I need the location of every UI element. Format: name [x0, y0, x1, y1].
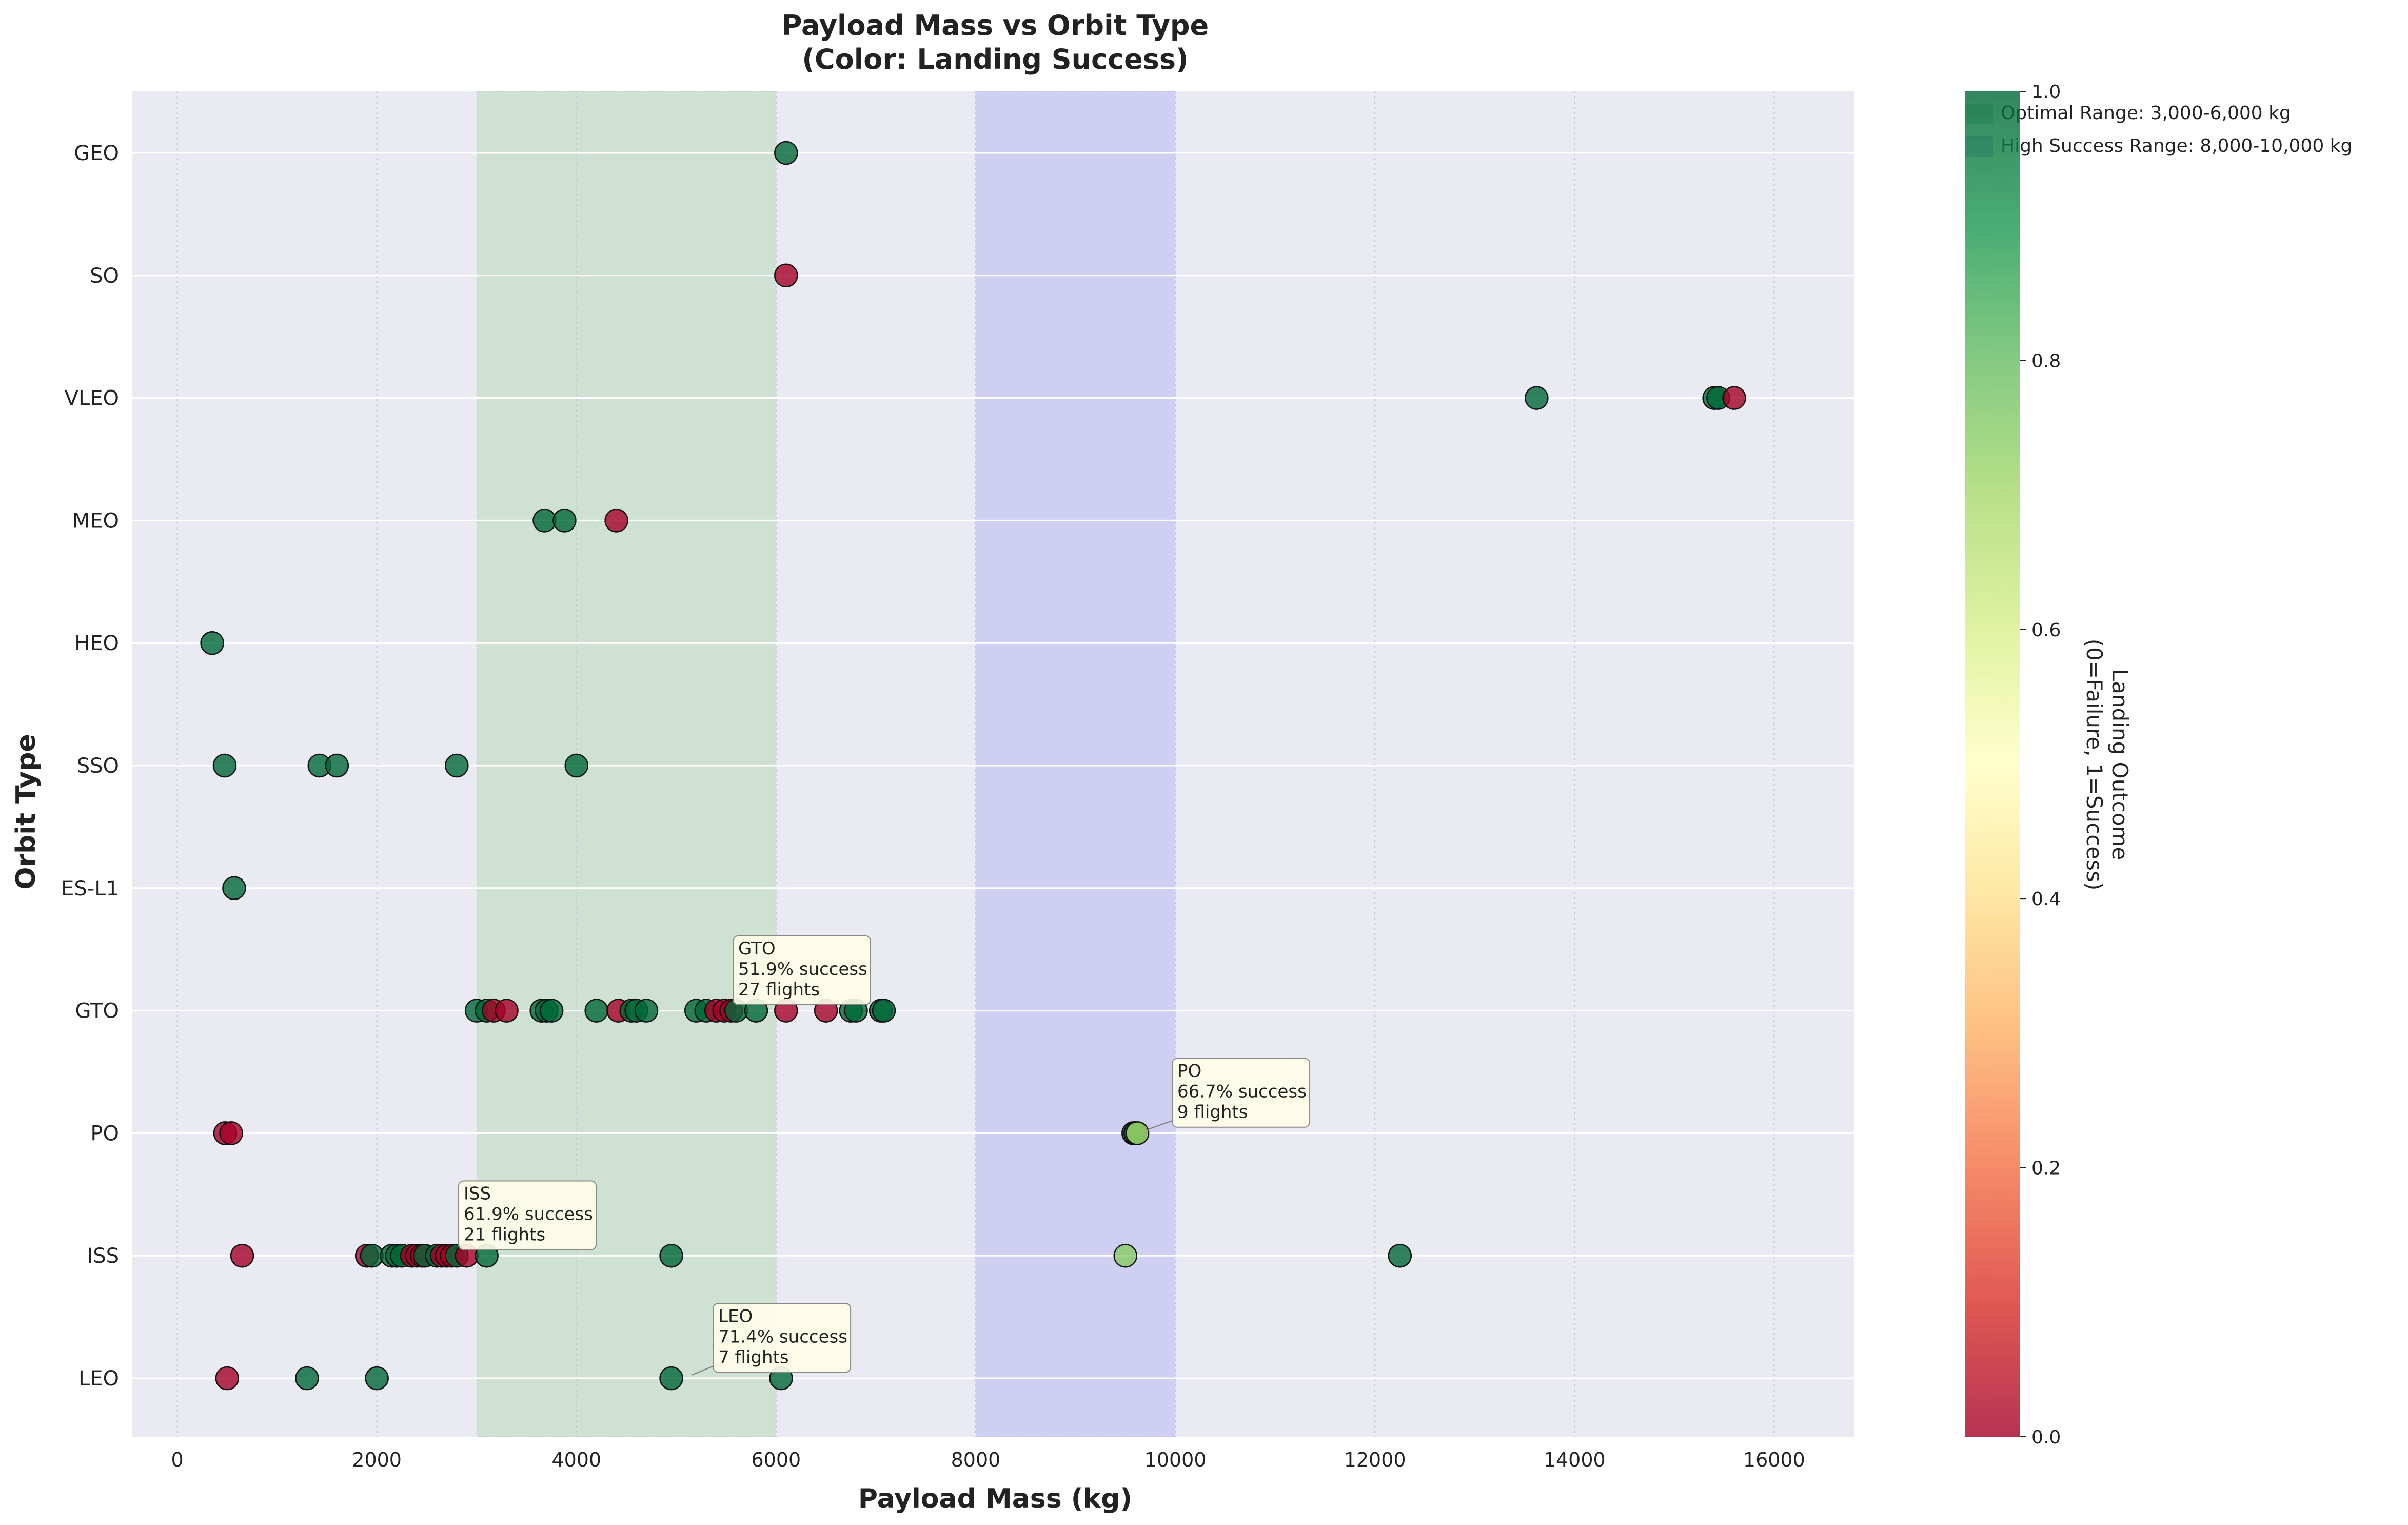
data-point-leo — [295, 1366, 319, 1391]
annotation-box — [1172, 1058, 1311, 1128]
annotation-text: 66.7% success — [1177, 1082, 1307, 1102]
data-point-gto — [539, 999, 564, 1023]
data-point-sso — [212, 753, 237, 778]
annotation-box — [458, 1180, 597, 1250]
data-point-leo — [215, 1366, 240, 1391]
annotation-box — [733, 935, 872, 1005]
data-point-es-l1 — [222, 876, 246, 901]
colorbar-tick-label: 0.0 — [2031, 1427, 2061, 1448]
legend: Optimal Range: 3,000-6,000 kg High Succes… — [1965, 103, 2352, 157]
data-point-po — [1125, 1121, 1150, 1145]
y-tick-label: LEO — [78, 1367, 119, 1391]
data-point-sso — [564, 753, 589, 778]
data-point-meo — [552, 509, 577, 533]
annotation-text: PO — [1177, 1061, 1201, 1082]
x-axis-label: Payload Mass (kg) — [858, 1483, 1132, 1514]
data-point-iss — [659, 1243, 683, 1268]
data-point-gto — [872, 999, 896, 1023]
data-point-leo — [365, 1366, 389, 1391]
data-point-so — [774, 263, 798, 288]
x-tick-label: 6000 — [751, 1449, 801, 1471]
annotation-text: GTO — [738, 939, 776, 959]
annotation-text: 9 flights — [1177, 1102, 1248, 1123]
y-tick-label: SO — [90, 264, 119, 288]
y-axis-label: Orbit Type — [11, 734, 42, 890]
y-tick-label: PO — [90, 1122, 119, 1145]
legend-entry: High Success Range: 8,000-10,000 kg — [2001, 135, 2352, 157]
annotation-text: 21 flights — [464, 1225, 545, 1245]
colorbar-gradient — [1965, 91, 2020, 1437]
y-tick-label: ISS — [87, 1244, 119, 1268]
annotation-text: LEO — [718, 1306, 753, 1326]
x-tick-label: 10000 — [1144, 1449, 1207, 1471]
colorbar-label-line2: (0=Failure, 1=Success) — [2082, 639, 2107, 891]
data-point-iss — [230, 1243, 254, 1268]
annotation-text: 71.4% success — [718, 1326, 847, 1347]
x-tick-label: 8000 — [951, 1449, 1001, 1471]
x-tick-label: 0 — [171, 1449, 183, 1471]
annotation-text: ISS — [464, 1184, 491, 1204]
data-point-meo — [532, 509, 557, 533]
colorbar: 0.0 0.2 0.4 0.6 0.8 1.0 Landing Outcome (0=Fa… — [1965, 82, 2133, 1448]
annotation-text: 51.9% success — [738, 959, 867, 980]
data-point-iss — [1113, 1243, 1138, 1268]
colorbar-tick-label: 0.2 — [2031, 1158, 2061, 1179]
colorbar-label-line1: Landing Outcome — [2107, 669, 2133, 860]
annotation-text: 27 flights — [738, 980, 820, 1000]
x-tick-label: 2000 — [352, 1449, 402, 1471]
data-point-leo — [659, 1366, 683, 1391]
data-point-gto — [495, 999, 519, 1023]
data-point-sso — [325, 753, 349, 778]
data-point-iss — [1388, 1243, 1412, 1268]
y-tick-label: GEO — [74, 142, 119, 165]
annotation-box — [713, 1303, 852, 1373]
data-point-heo — [200, 631, 224, 655]
data-point-sso — [445, 753, 469, 778]
y-tick-label: VLEO — [65, 387, 119, 410]
y-tick-label: ES-L1 — [61, 877, 119, 901]
data-point-meo — [604, 509, 628, 533]
y-tick-label: HEO — [74, 632, 119, 655]
chart-title: Payload Mass vs Orbit Type — [782, 9, 1209, 42]
y-tick-label: GTO — [75, 1000, 120, 1023]
colorbar-tick-label: 1.0 — [2031, 82, 2061, 103]
x-tick-label: 12000 — [1344, 1449, 1406, 1471]
data-point-gto — [634, 999, 659, 1023]
colorbar-tick-label: 0.6 — [2031, 620, 2061, 641]
y-tick-label: SSO — [77, 754, 119, 778]
annotation-text: 61.9% success — [464, 1204, 593, 1225]
data-point-vleo — [1722, 386, 1746, 410]
data-point-geo — [774, 141, 798, 165]
x-tick-label: 4000 — [551, 1449, 601, 1471]
x-tick-label: 16000 — [1743, 1449, 1805, 1471]
legend-entry: Optimal Range: 3,000-6,000 kg — [2001, 103, 2291, 124]
data-point-gto — [584, 999, 608, 1023]
chart-subtitle: (Color: Landing Success) — [802, 43, 1188, 75]
x-tick-label: 14000 — [1544, 1449, 1606, 1471]
colorbar-tick-label: 0.8 — [2031, 350, 2061, 372]
data-point-po — [219, 1121, 243, 1145]
y-tick-label: MEO — [72, 509, 119, 533]
data-point-vleo — [1525, 386, 1549, 410]
annotation-text: 7 flights — [718, 1347, 788, 1367]
colorbar-tick-label: 0.4 — [2031, 889, 2061, 910]
highlight-region-2 — [975, 91, 1176, 1437]
data-point-iss — [360, 1243, 384, 1268]
